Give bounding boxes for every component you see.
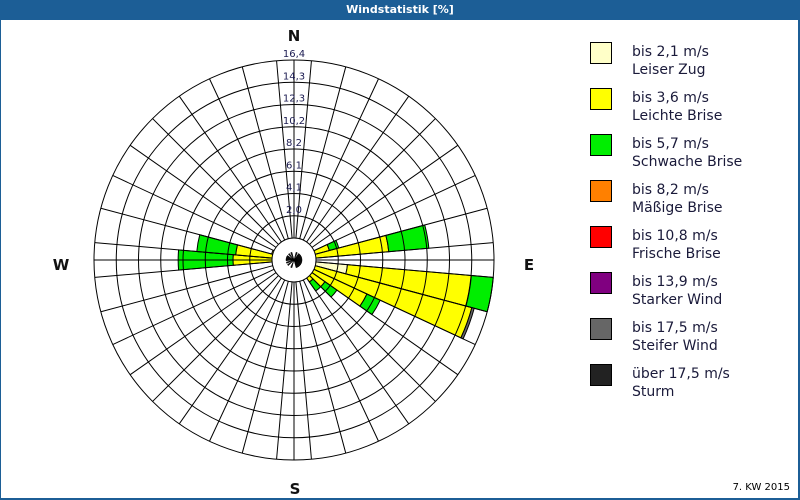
legend-item: bis 8,2 m/s Mäßige Brise (590, 180, 790, 226)
wind-rose-chart: 2,0 4,1 6,1 8,2 10,2 12,3 14,3 16,4 N E S W (53, 27, 534, 498)
compass-east: E (524, 256, 534, 274)
legend-swatch (590, 272, 612, 294)
grid-spoke (306, 277, 410, 425)
grid-spoke (129, 144, 277, 248)
grid-spoke (112, 175, 275, 252)
legend-swatch (590, 318, 612, 340)
legend-swatch (590, 88, 612, 110)
grid-spoke (276, 281, 293, 460)
grid-spoke (295, 60, 312, 239)
hub-segment (293, 259, 298, 269)
chart-panel: 2,0 4,1 6,1 8,2 10,2 12,3 14,3 16,4 N E S W bis… (1, 20, 798, 498)
hub-segment (293, 251, 298, 261)
hub-segment (290, 251, 295, 261)
legend-item: über 17,5 m/s Sturm (590, 364, 790, 410)
grid-spoke (311, 144, 459, 248)
wind-rose-hub (285, 251, 303, 269)
wind-sector-segment (385, 224, 430, 253)
window-title-bar: Windstatistik [%] (0, 0, 800, 20)
ring-labels: 2,0 4,1 6,1 8,2 10,2 12,3 14,3 16,4 (283, 49, 305, 216)
grid-spoke (302, 279, 379, 442)
legend-beaufort: Schwache Brise (632, 154, 743, 170)
legend-beaufort: Mäßige Brise (632, 200, 723, 216)
grid-spoke (311, 272, 459, 376)
legend-swatch (590, 364, 612, 386)
legend-swatch (590, 226, 612, 248)
legend-speed: bis 8,2 m/s (632, 182, 709, 198)
ring-label: 2,0 (286, 205, 302, 216)
grid-spoke (315, 242, 494, 259)
grid-spoke (209, 78, 286, 241)
grid-spoke (302, 78, 379, 241)
legend-item: bis 13,9 m/s Starker Wind (590, 272, 790, 318)
grid-spoke (152, 275, 279, 402)
legend-beaufort: Starker Wind (632, 292, 723, 308)
ring-label: 14,3 (283, 71, 305, 82)
grid-spoke (178, 95, 282, 243)
grid-spoke (241, 281, 289, 454)
compass-west: W (53, 256, 70, 274)
compass-north: N (288, 27, 301, 45)
hub-segment (290, 259, 295, 269)
grid-spoke (100, 265, 273, 313)
legend-speed: bis 3,6 m/s (632, 90, 709, 106)
legend-swatch (590, 180, 612, 202)
ring-label: 8,2 (286, 138, 302, 149)
hub-segment (285, 259, 295, 264)
grid-spoke (209, 279, 286, 442)
legend-beaufort: Sturm (632, 384, 675, 400)
legend-speed: bis 5,7 m/s (632, 136, 709, 152)
ring-label: 6,1 (286, 160, 302, 171)
ring-label: 16,4 (283, 49, 305, 60)
grid-spoke (178, 277, 282, 425)
grid-spoke (129, 272, 277, 376)
legend-beaufort: Leiser Zug (632, 62, 706, 78)
hub-segment (286, 255, 295, 261)
grid-spoke (100, 207, 273, 255)
hub-segment (287, 253, 295, 261)
grid-spoke (309, 275, 436, 402)
legend-item: bis 3,6 m/s Leichte Brise (590, 88, 790, 134)
period-label: 7. KW 2015 (732, 482, 790, 493)
grid-spoke (94, 261, 273, 278)
legend-beaufort: Steifer Wind (632, 338, 718, 354)
ring-label: 10,2 (283, 116, 305, 127)
legend-swatch (590, 42, 612, 64)
hub-segment (293, 253, 301, 261)
ring-label: 12,3 (283, 94, 305, 105)
grid-spoke (315, 207, 488, 255)
legend-beaufort: Leichte Brise (632, 108, 723, 124)
legend-speed: bis 13,9 m/s (632, 274, 718, 290)
grid-spoke (309, 118, 436, 245)
grid-spoke (299, 66, 347, 239)
legend-beaufort: Frische Brise (632, 246, 721, 262)
grid-spoke (112, 268, 275, 345)
grid-spoke (313, 268, 476, 345)
grid-spoke (276, 60, 293, 239)
legend-item: bis 17,5 m/s Steifer Wind (590, 318, 790, 364)
legend-swatch (590, 134, 612, 156)
legend-speed: bis 2,1 m/s (632, 44, 709, 60)
hub-segment (287, 259, 295, 267)
grid-spoke (315, 261, 494, 278)
ring-label: 4,1 (286, 183, 302, 194)
legend-item: bis 5,7 m/s Schwache Brise (590, 134, 790, 180)
grid-spoke (241, 66, 289, 239)
compass-south: S (290, 480, 301, 498)
wind-rose-grid (93, 59, 495, 461)
chart-title: Windstatistik [%] (346, 3, 454, 16)
legend-speed: bis 17,5 m/s (632, 320, 718, 336)
grid-spoke (306, 95, 410, 243)
legend-item: bis 2,1 m/s Leiser Zug (590, 42, 790, 88)
grid-spoke (313, 175, 476, 252)
legend-speed: über 17,5 m/s (632, 366, 730, 382)
grid-spoke (152, 118, 279, 245)
grid-spoke (295, 281, 312, 460)
legend-item: bis 10,8 m/s Frische Brise (590, 226, 790, 272)
legend-speed: bis 10,8 m/s (632, 228, 718, 244)
grid-spoke (315, 265, 488, 313)
grid-spoke (94, 242, 273, 259)
grid-spoke (299, 281, 347, 454)
